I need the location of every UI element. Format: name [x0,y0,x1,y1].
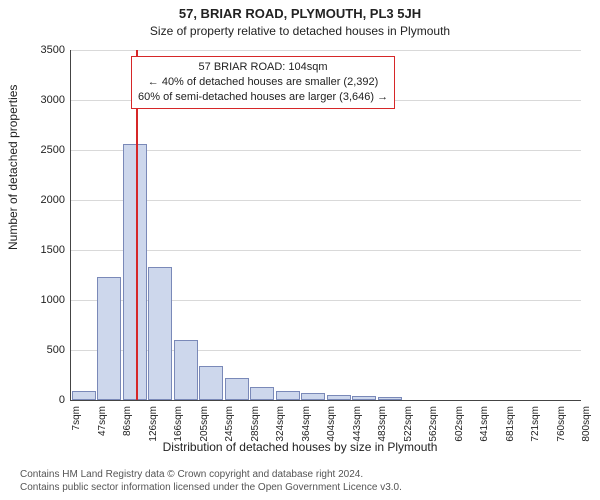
x-tick: 721sqm [530,406,541,442]
histogram-bar [225,378,249,400]
x-tick: 522sqm [403,406,414,442]
gridline [71,250,581,251]
x-axis-label: Distribution of detached houses by size … [0,440,600,454]
footer-line-1: Contains HM Land Registry data © Crown c… [20,468,402,481]
x-tick: 483sqm [377,406,388,442]
x-tick: 562sqm [428,406,439,442]
x-tick: 364sqm [301,406,312,442]
x-tick: 285sqm [250,406,261,442]
histogram-bar [123,144,147,400]
histogram-bar [72,391,96,400]
y-tick: 3500 [41,44,65,56]
property-callout: 57 BRIAR ROAD: 104sqm← 40% of detached h… [131,56,395,109]
x-tick: 47sqm [97,406,108,436]
gridline [71,200,581,201]
chart-page: 57, BRIAR ROAD, PLYMOUTH, PL3 5JH Size o… [0,0,600,500]
x-tick: 126sqm [148,406,159,442]
x-tick: 245sqm [224,406,235,442]
histogram-bar [352,396,376,400]
y-axis-label: Number of detached properties [6,85,20,250]
gridline [71,150,581,151]
y-tick: 2000 [41,194,65,206]
callout-line: ← 40% of detached houses are smaller (2,… [138,75,388,90]
footer-line-2: Contains public sector information licen… [20,481,402,494]
callout-line: 57 BRIAR ROAD: 104sqm [138,60,388,75]
y-tick: 3000 [41,94,65,106]
y-tick: 500 [47,344,65,356]
y-tick: 0 [59,394,65,406]
y-tick: 1000 [41,294,65,306]
histogram-bar [97,277,121,400]
histogram-bar [148,267,172,400]
histogram-bar [276,391,300,400]
page-title: 57, BRIAR ROAD, PLYMOUTH, PL3 5JH [0,6,600,21]
x-tick: 166sqm [173,406,184,442]
y-tick: 1500 [41,244,65,256]
x-tick: 443sqm [352,406,363,442]
x-tick: 404sqm [326,406,337,442]
x-tick: 7sqm [71,406,82,430]
histogram-bar [327,395,351,400]
histogram-bar [174,340,198,400]
x-tick: 800sqm [581,406,592,442]
histogram-bar [199,366,223,400]
x-tick: 205sqm [199,406,210,442]
x-tick: 760sqm [556,406,567,442]
histogram-bar [250,387,274,400]
y-tick: 2500 [41,144,65,156]
plot-area: 05001000150020002500300035007sqm47sqm86s… [70,50,581,401]
histogram-bar [378,397,402,400]
x-tick: 602sqm [454,406,465,442]
x-tick: 681sqm [505,406,516,442]
x-tick: 641sqm [479,406,490,442]
x-tick: 86sqm [122,406,133,436]
chart-subtitle: Size of property relative to detached ho… [0,24,600,38]
histogram-bar [301,393,325,400]
callout-line: 60% of semi-detached houses are larger (… [138,90,388,105]
gridline [71,50,581,51]
x-tick: 324sqm [275,406,286,442]
footer-attribution: Contains HM Land Registry data © Crown c… [20,468,402,494]
